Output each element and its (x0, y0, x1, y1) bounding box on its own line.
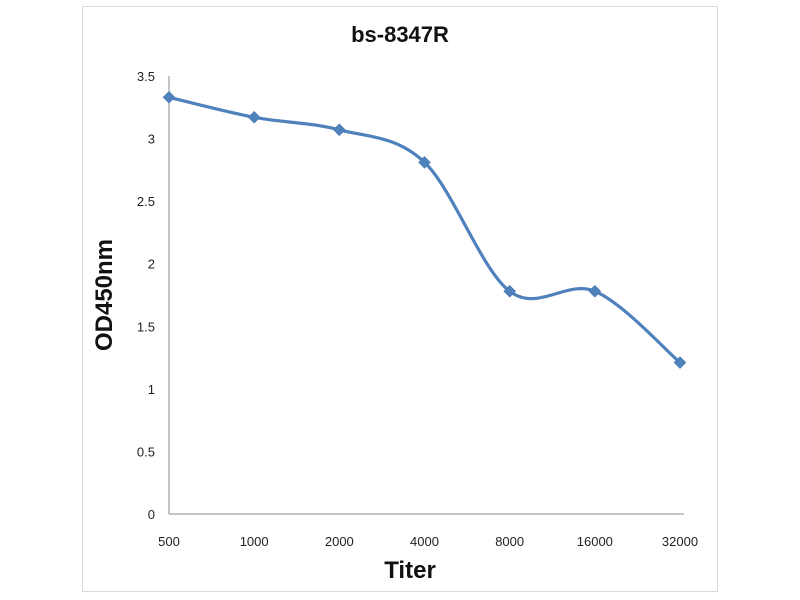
data-point-marker (418, 155, 431, 169)
x-tick-label: 500 (158, 534, 180, 549)
y-tick-label: 0.5 (137, 444, 155, 459)
chart-title: bs-8347R (351, 22, 449, 47)
y-tick-label: 1.5 (137, 319, 155, 334)
x-tick-label: 1000 (240, 534, 269, 549)
x-tick-label: 16000 (577, 534, 613, 549)
x-tick-label: 8000 (495, 534, 524, 549)
y-tick-label: 0 (148, 507, 155, 522)
x-tick-label: 2000 (325, 534, 354, 549)
y-tick-label: 2.5 (137, 194, 155, 209)
data-point-marker (588, 284, 602, 298)
y-tick-label: 2 (148, 257, 155, 272)
data-point-marker (673, 356, 687, 369)
series-line (167, 95, 682, 365)
data-point-marker (503, 284, 517, 298)
chart-frame (82, 6, 718, 592)
y-tick-label: 3.5 (137, 69, 155, 84)
data-point-marker (332, 123, 346, 137)
y-axis-label: OD450nm (91, 239, 118, 351)
y-tick-label: 3 (148, 132, 155, 147)
data-point-marker (247, 110, 261, 124)
x-tick-label: 32000 (662, 534, 698, 549)
data-point-marker (162, 90, 176, 104)
x-axis-label: Titer (384, 557, 436, 584)
y-tick-label: 1 (148, 382, 155, 397)
x-tick-label: 4000 (410, 534, 439, 549)
